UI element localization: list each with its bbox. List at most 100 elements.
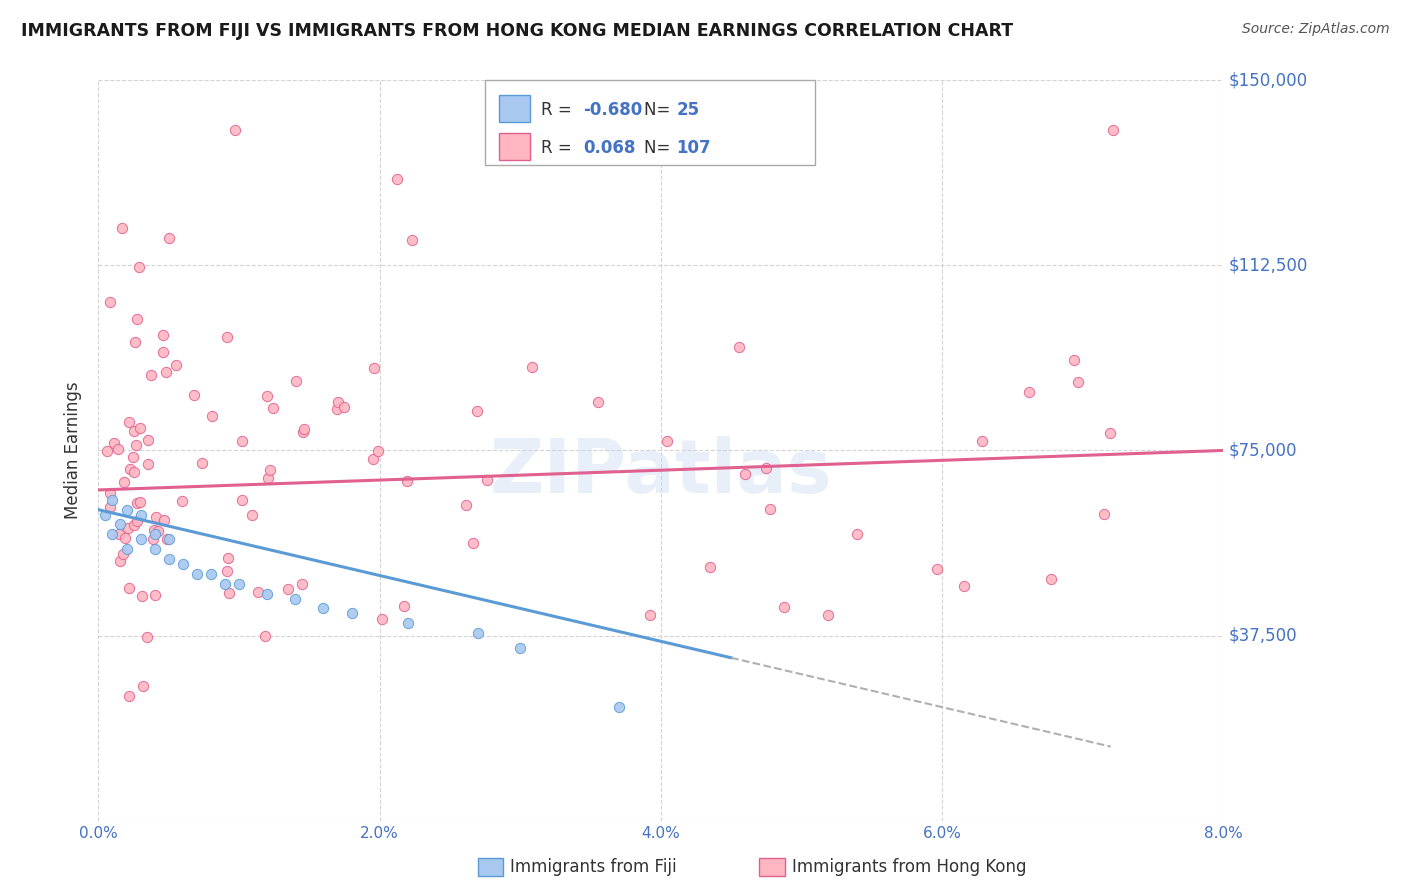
Point (186, 566, 208, 581)
Point (1040, 572, 1063, 586)
Point (101, 492, 124, 507)
Point (98, 500, 121, 514)
Point (467, 626, 489, 640)
Point (817, 608, 839, 623)
Point (699, 560, 721, 574)
Point (215, 564, 238, 578)
Point (170, 494, 193, 508)
Point (217, 550, 239, 565)
Point (191, 456, 214, 470)
Point (396, 616, 419, 631)
Point (454, 498, 477, 512)
Text: Immigrants from Fiji: Immigrants from Fiji (510, 858, 678, 876)
Text: 25: 25 (676, 101, 699, 119)
Point (124, 465, 146, 479)
Point (124, 334, 146, 349)
Point (256, 389, 278, 403)
Point (291, 577, 314, 591)
Point (141, 368, 163, 382)
Point (117, 521, 139, 535)
Point (465, 404, 488, 418)
Point (112, 475, 135, 490)
Text: $37,500: $37,500 (1229, 626, 1298, 645)
Point (952, 579, 974, 593)
Point (520, 359, 543, 374)
Point (111, 221, 134, 235)
Point (155, 365, 177, 379)
Point (142, 532, 165, 546)
Point (277, 582, 299, 597)
Point (118, 581, 141, 595)
Point (1063, 353, 1085, 368)
Text: IMMIGRANTS FROM FIJI VS IMMIGRANTS FROM HONG KONG MEDIAN EARNINGS CORRELATION CH: IMMIGRANTS FROM FIJI VS IMMIGRANTS FROM … (21, 22, 1014, 40)
Point (1102, 122, 1125, 136)
Point (246, 584, 269, 599)
Y-axis label: Median Earnings: Median Earnings (65, 382, 83, 519)
Point (361, 451, 384, 466)
Point (312, 601, 335, 615)
Point (122, 518, 145, 533)
Point (363, 360, 385, 375)
Text: N=: N= (644, 101, 675, 119)
Point (153, 513, 176, 527)
Point (509, 640, 531, 655)
Text: Immigrants from Hong Kong: Immigrants from Hong Kong (792, 858, 1026, 876)
Text: N=: N= (644, 139, 675, 157)
Point (156, 532, 179, 546)
Point (326, 402, 349, 417)
Point (758, 501, 780, 516)
Point (148, 524, 170, 538)
Point (125, 514, 148, 528)
Point (115, 502, 138, 516)
Point (114, 531, 136, 545)
Point (101, 527, 124, 541)
Text: $75,000: $75,000 (1229, 442, 1298, 459)
Point (925, 562, 948, 576)
Point (285, 374, 308, 388)
Point (128, 421, 150, 435)
Point (475, 473, 498, 487)
Point (728, 341, 751, 355)
Point (129, 495, 152, 509)
Point (253, 629, 276, 643)
Point (395, 474, 418, 488)
Point (638, 607, 661, 622)
Point (115, 542, 138, 557)
Text: R =: R = (541, 139, 578, 157)
Point (328, 395, 350, 409)
Text: 107: 107 (676, 139, 711, 157)
Point (1018, 385, 1040, 400)
Point (125, 496, 148, 510)
Point (215, 330, 238, 344)
Point (143, 523, 166, 537)
Point (143, 588, 166, 602)
Point (143, 542, 166, 557)
Point (846, 527, 869, 541)
Point (98, 295, 121, 310)
Point (734, 467, 756, 482)
Point (122, 424, 145, 438)
Point (1092, 507, 1115, 521)
Point (128, 260, 150, 275)
Point (228, 576, 250, 591)
Point (214, 576, 236, 591)
Point (129, 533, 152, 547)
Point (157, 231, 180, 245)
Text: ZIPatlas: ZIPatlas (489, 436, 832, 509)
Point (118, 415, 141, 429)
Point (1067, 375, 1090, 389)
Point (118, 462, 141, 476)
Point (172, 557, 194, 571)
Point (257, 471, 280, 485)
Point (401, 233, 423, 247)
Text: $150,000: $150,000 (1229, 71, 1308, 89)
Point (129, 508, 152, 522)
Text: 0.068: 0.068 (583, 139, 636, 157)
Point (284, 591, 307, 606)
Point (108, 554, 131, 568)
Point (131, 590, 153, 604)
Point (96, 443, 118, 458)
Point (371, 612, 394, 626)
Point (367, 444, 389, 458)
Point (292, 422, 315, 436)
